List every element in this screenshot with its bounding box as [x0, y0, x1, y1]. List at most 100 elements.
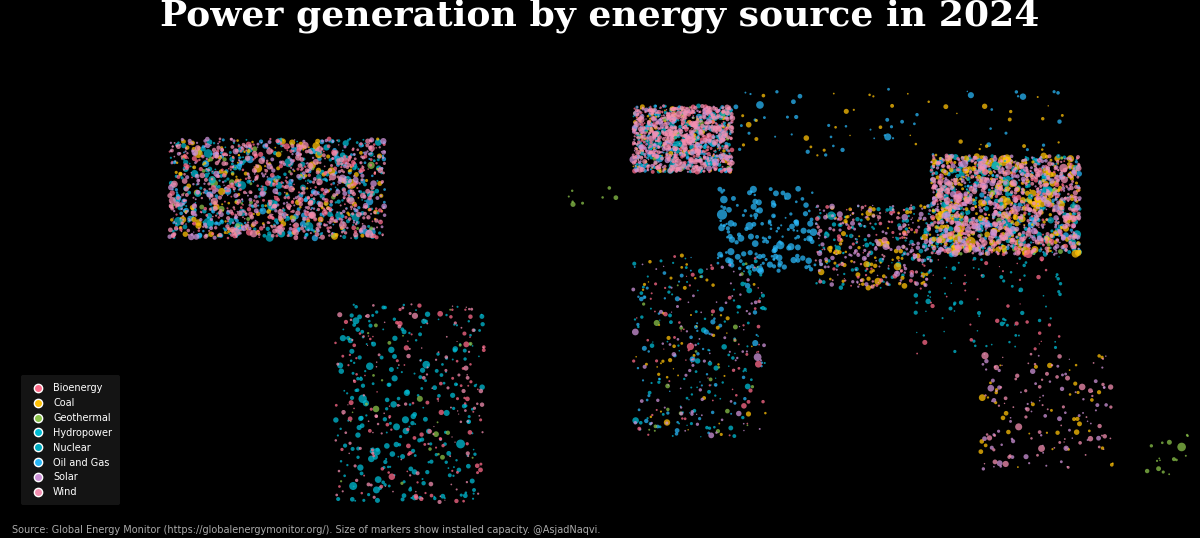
Point [924, 193, 943, 202]
Point [343, 369, 362, 378]
Point [330, 215, 349, 223]
Point [956, 240, 976, 249]
Point [1042, 156, 1061, 165]
Point [233, 181, 252, 190]
Point [702, 431, 721, 440]
Point [629, 155, 648, 164]
Point [961, 193, 980, 201]
Point [914, 331, 934, 339]
Point [1068, 235, 1087, 243]
Point [193, 223, 212, 231]
Point [422, 384, 442, 393]
Point [1018, 182, 1037, 191]
Point [852, 216, 871, 224]
Point [287, 233, 306, 242]
Point [997, 168, 1016, 177]
Point [635, 157, 654, 166]
Point [317, 186, 336, 195]
Point [353, 394, 372, 403]
Point [962, 157, 982, 166]
Point [836, 218, 856, 227]
Point [990, 263, 1009, 271]
Point [1025, 232, 1044, 240]
Point [664, 118, 683, 127]
Point [658, 134, 677, 143]
Point [1006, 157, 1025, 166]
Point [245, 162, 264, 171]
Point [677, 107, 696, 116]
Point [266, 198, 286, 207]
Point [984, 162, 1003, 171]
Point [1048, 157, 1067, 166]
Point [689, 124, 708, 132]
Point [300, 199, 319, 207]
Point [630, 132, 649, 140]
Point [287, 212, 306, 221]
Point [175, 151, 194, 160]
Point [647, 265, 666, 273]
Point [370, 179, 389, 188]
Point [260, 233, 280, 242]
Point [326, 183, 346, 192]
Point [678, 153, 697, 161]
Point [692, 102, 712, 110]
Point [370, 143, 389, 152]
Point [168, 201, 187, 209]
Point [706, 124, 725, 132]
Point [942, 218, 961, 227]
Point [662, 111, 682, 120]
Point [678, 138, 697, 146]
Point [1015, 201, 1034, 210]
Point [372, 223, 391, 231]
Point [691, 148, 710, 157]
Point [683, 133, 702, 141]
Point [947, 248, 966, 257]
Point [937, 263, 956, 272]
Point [373, 137, 392, 145]
Point [946, 158, 965, 167]
Point [826, 259, 845, 267]
Point [647, 406, 666, 414]
Point [247, 162, 266, 171]
Point [342, 181, 361, 189]
Point [355, 209, 374, 218]
Point [625, 146, 644, 155]
Point [448, 357, 467, 365]
Point [400, 422, 419, 431]
Point [925, 195, 944, 203]
Point [362, 147, 382, 155]
Point [750, 252, 769, 261]
Point [937, 292, 956, 301]
Point [929, 186, 948, 195]
Point [236, 142, 256, 151]
Point [1064, 216, 1084, 224]
Point [1084, 359, 1103, 367]
Point [173, 190, 192, 199]
Point [1031, 178, 1050, 186]
Point [430, 392, 449, 400]
Point [331, 367, 350, 376]
Point [270, 225, 289, 234]
Point [233, 213, 252, 222]
Point [198, 166, 217, 175]
Point [697, 328, 716, 336]
Point [920, 230, 940, 239]
Point [830, 248, 850, 257]
Point [991, 196, 1010, 205]
Point [713, 263, 732, 272]
Point [683, 128, 702, 136]
Point [203, 153, 222, 162]
Point [665, 129, 684, 138]
Point [946, 299, 965, 307]
Point [962, 185, 982, 193]
Point [236, 146, 256, 155]
Point [1043, 361, 1062, 370]
Point [1062, 240, 1081, 249]
Point [1069, 211, 1088, 220]
Point [634, 132, 653, 141]
Point [662, 123, 682, 131]
Point [233, 207, 252, 215]
Point [1040, 244, 1060, 252]
Point [679, 148, 698, 157]
Point [222, 135, 241, 144]
